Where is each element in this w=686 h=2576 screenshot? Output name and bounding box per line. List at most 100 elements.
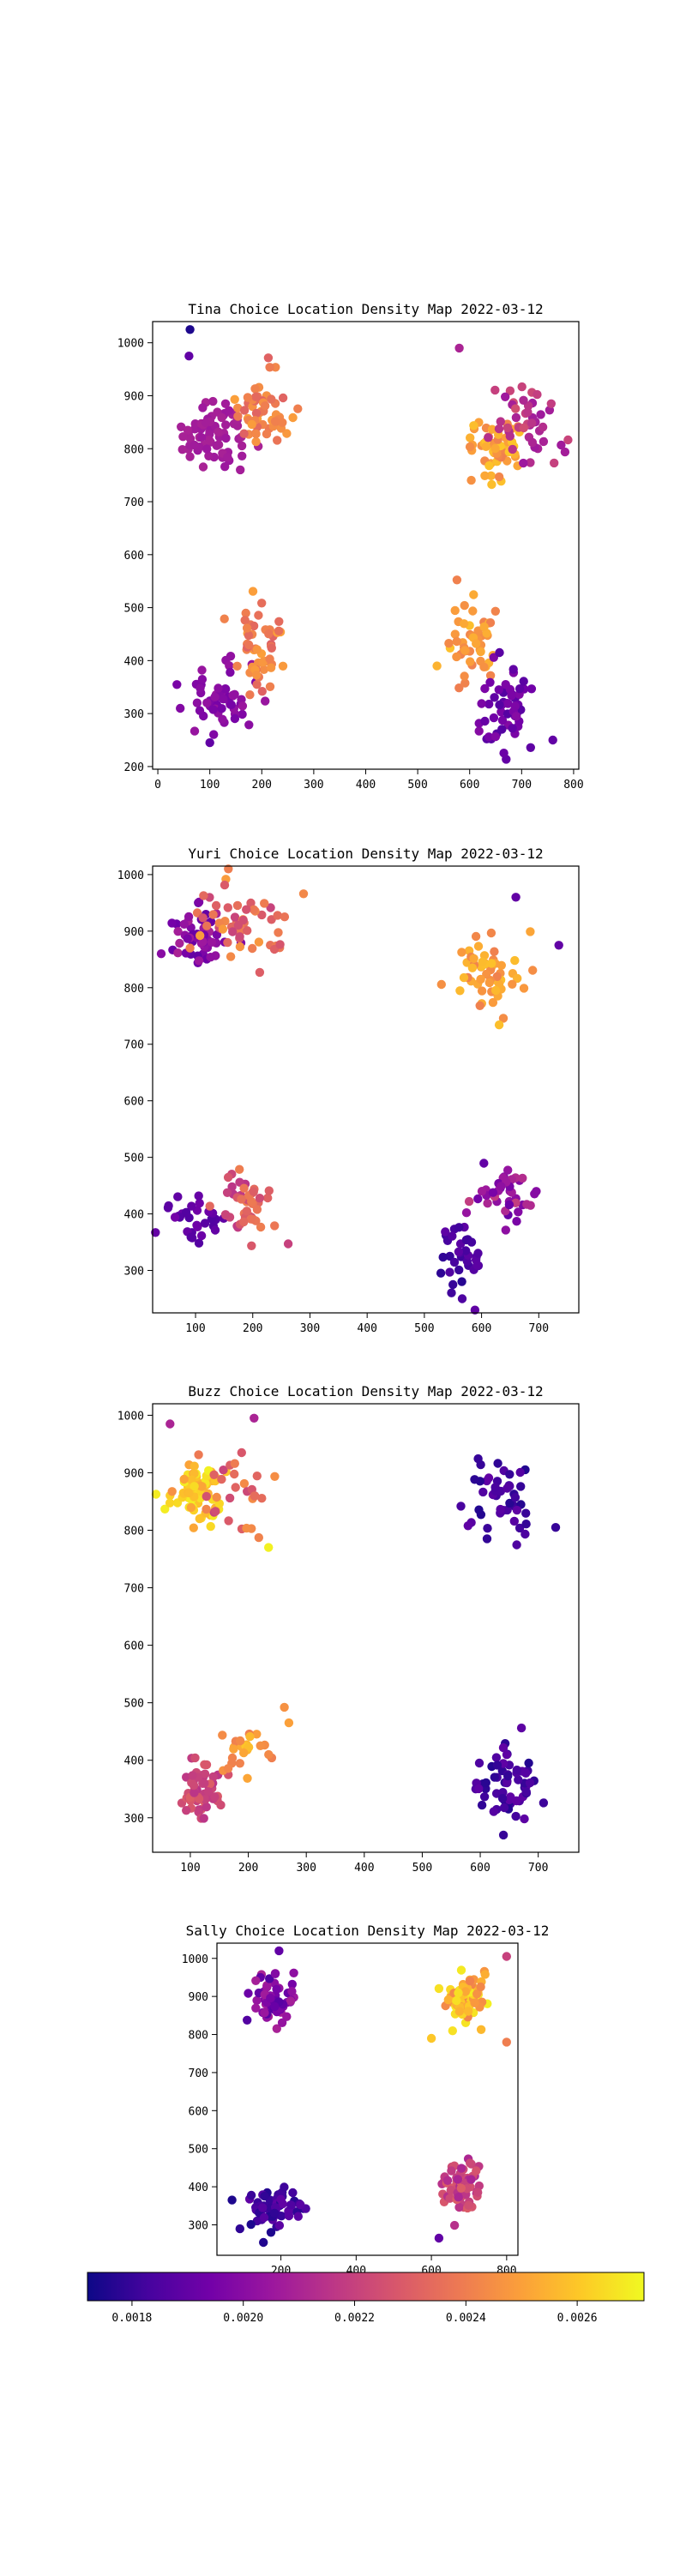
data-point (255, 1194, 265, 1203)
data-point (243, 1773, 252, 1783)
data-point (479, 1792, 490, 1802)
data-point (235, 1759, 244, 1768)
data-point (485, 671, 496, 680)
data-point (474, 1758, 484, 1768)
data-point (454, 1247, 464, 1257)
data-point (179, 1474, 189, 1484)
data-point (202, 921, 212, 930)
data-point (259, 665, 268, 674)
y-tick-label: 300 (124, 1813, 144, 1826)
data-point (243, 926, 252, 936)
data-point (220, 614, 229, 623)
x-tick-label: 100 (180, 1862, 200, 1875)
data-point (223, 1172, 233, 1183)
y-tick-label: 800 (124, 1526, 144, 1538)
data-point (270, 2208, 280, 2218)
y-tick-label: 900 (124, 926, 144, 939)
data-point (257, 1494, 267, 1503)
data-point (456, 2164, 466, 2173)
data-point (484, 732, 494, 742)
y-tick-label: 600 (124, 1096, 144, 1109)
data-point (226, 952, 236, 961)
data-point (479, 622, 489, 632)
data-point (286, 2200, 296, 2210)
y-tick-label: 1000 (182, 1953, 208, 1966)
data-point (436, 979, 446, 990)
data-point (448, 1231, 457, 1241)
data-point (470, 1475, 479, 1484)
data-point (190, 1482, 199, 1491)
data-point (214, 683, 223, 693)
data-point (454, 683, 464, 693)
data-point (244, 1989, 253, 1998)
data-point (494, 1020, 504, 1030)
data-point (252, 680, 262, 689)
data-point (550, 458, 559, 468)
data-point (259, 2212, 269, 2223)
data-point (528, 966, 538, 975)
data-point (480, 683, 490, 694)
data-point (272, 2024, 281, 2033)
data-point (251, 436, 261, 447)
data-point (190, 1461, 199, 1471)
data-point (485, 618, 496, 628)
data-point (519, 984, 529, 993)
data-point (434, 1983, 444, 1994)
data-point (257, 687, 267, 696)
data-points (151, 1413, 561, 1840)
data-point (448, 1279, 458, 1290)
data-point (226, 700, 236, 709)
data-point (221, 433, 231, 443)
data-point (498, 1014, 508, 1023)
data-points (227, 1946, 511, 2248)
data-point (446, 2185, 455, 2195)
data-point (273, 436, 282, 445)
data-point (441, 1227, 450, 1237)
data-point (280, 2182, 289, 2192)
data-point (467, 963, 478, 972)
y-tick-label: 1000 (117, 338, 144, 351)
data-point (447, 2166, 456, 2176)
y-tick-label: 800 (124, 983, 144, 996)
data-point (220, 684, 230, 694)
y-tick-label: 300 (124, 708, 144, 721)
data-point (470, 1305, 480, 1315)
data-point (486, 471, 496, 480)
data-point (237, 1447, 246, 1458)
data-point (264, 1186, 274, 1195)
data-point (173, 927, 183, 936)
data-point (246, 1214, 256, 1224)
data-point (481, 442, 490, 451)
data-point (454, 343, 464, 353)
data-point (278, 418, 287, 427)
data-point (472, 1261, 482, 1270)
data-point (252, 1205, 262, 1214)
data-point (454, 2202, 464, 2212)
data-point (474, 1784, 484, 1794)
data-point (539, 1798, 549, 1808)
data-point (181, 1207, 191, 1218)
data-point (208, 1772, 218, 1782)
data-point (444, 639, 454, 648)
data-point (484, 460, 494, 471)
data-point (488, 997, 498, 1008)
data-point (211, 1507, 220, 1516)
data-point (274, 626, 284, 635)
data-point (212, 441, 221, 450)
data-point (473, 1194, 483, 1204)
data-point (206, 953, 215, 962)
data-point (486, 928, 496, 938)
data-point (495, 700, 504, 710)
data-point (492, 1760, 502, 1770)
data-point (548, 735, 557, 745)
data-point (493, 1459, 502, 1468)
data-point (173, 948, 183, 958)
data-point (230, 394, 239, 404)
data-point (251, 392, 261, 401)
data-point (551, 1523, 561, 1532)
data-point (212, 1492, 221, 1502)
data-point (560, 447, 570, 457)
y-tick-label: 400 (124, 1755, 144, 1768)
